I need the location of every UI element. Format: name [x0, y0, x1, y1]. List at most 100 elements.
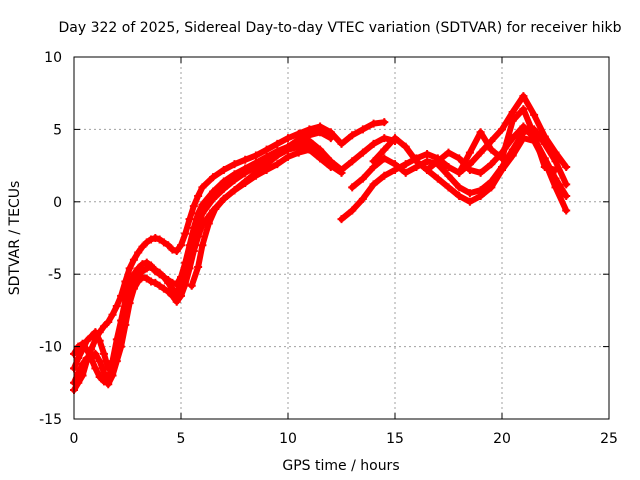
data-point — [369, 139, 378, 148]
data-point — [112, 357, 121, 366]
data-point — [455, 154, 464, 163]
data-point — [423, 165, 432, 174]
data-point — [125, 299, 134, 308]
data-point — [112, 302, 121, 311]
data-point — [155, 268, 164, 277]
data-point — [562, 192, 571, 201]
data-point — [177, 241, 185, 250]
data-point — [147, 235, 156, 244]
data-point — [241, 168, 250, 177]
data-point — [74, 354, 83, 363]
data-point — [305, 131, 314, 140]
data-point — [181, 280, 190, 289]
data-point — [380, 154, 389, 163]
data-point — [487, 160, 496, 169]
data-point — [134, 248, 143, 257]
x-tick-label: 5 — [177, 431, 186, 447]
data-point — [465, 197, 474, 206]
data-point — [185, 264, 194, 273]
data-point — [134, 277, 143, 286]
data-point — [476, 168, 485, 177]
data-point — [358, 174, 367, 183]
data-point — [91, 349, 100, 358]
data-point — [198, 200, 207, 209]
data-point — [358, 148, 367, 157]
data-point — [284, 152, 292, 161]
data-point — [147, 262, 156, 271]
data-point — [358, 125, 367, 134]
data-point — [294, 148, 303, 157]
x-tick-label: 10 — [279, 431, 297, 447]
data-point — [91, 364, 100, 373]
data-point — [159, 238, 168, 247]
data-point — [204, 219, 213, 228]
data-point — [147, 277, 156, 286]
data-point — [412, 157, 421, 166]
series-line — [456, 106, 559, 176]
data-point — [164, 287, 173, 296]
data-point — [326, 163, 335, 172]
data-point — [198, 183, 207, 192]
data-point — [230, 186, 239, 195]
y-tick-label: -5 — [48, 267, 62, 283]
data-point — [487, 183, 496, 192]
data-point — [391, 134, 399, 143]
data-point — [562, 163, 571, 172]
data-point — [138, 242, 147, 251]
data-point — [465, 165, 474, 174]
data-point — [423, 157, 432, 166]
data-point — [78, 339, 87, 348]
x-tick-label: 0 — [70, 431, 79, 447]
data-point — [369, 119, 378, 128]
data-point — [187, 281, 196, 290]
data-point — [209, 194, 218, 203]
data-point — [129, 284, 138, 293]
data-point — [189, 202, 198, 211]
data-point — [177, 291, 185, 300]
data-point — [540, 139, 549, 148]
data-point — [198, 209, 207, 218]
plot-frame — [73, 56, 610, 420]
data-point — [423, 150, 432, 159]
data-point — [380, 118, 389, 127]
data-point — [498, 165, 506, 174]
data-point — [219, 165, 228, 174]
data-point — [401, 160, 410, 169]
data-point — [164, 278, 173, 287]
data-point — [138, 273, 147, 282]
data-point — [455, 183, 464, 192]
data-point — [337, 168, 346, 177]
data-point — [401, 168, 410, 177]
y-tick-label: -15 — [39, 412, 62, 428]
data-point — [82, 336, 91, 345]
data-point — [129, 255, 138, 264]
data-point — [219, 194, 228, 203]
data-point — [104, 317, 113, 326]
data-point — [519, 105, 528, 114]
data-point — [508, 151, 517, 160]
data-point — [273, 139, 282, 148]
x-axis-label: GPS time / hours — [282, 458, 399, 474]
data-point — [168, 291, 177, 300]
data-point — [87, 351, 96, 360]
data-point — [241, 177, 250, 186]
data-point — [476, 148, 485, 157]
y-tick-label: 5 — [53, 122, 62, 138]
data-point — [108, 371, 117, 380]
data-point — [99, 349, 108, 358]
data-point — [540, 163, 549, 172]
data-point — [151, 278, 160, 287]
data-point — [487, 145, 496, 154]
data-point — [476, 128, 485, 137]
data-point — [91, 328, 100, 337]
data-point — [551, 165, 560, 174]
data-point — [519, 122, 528, 131]
data-point — [444, 148, 453, 157]
data-point — [134, 270, 143, 279]
data-point — [172, 297, 181, 306]
data-point — [401, 142, 410, 151]
data-point — [337, 139, 346, 148]
data-point — [155, 235, 164, 244]
series-line — [188, 129, 334, 289]
data-point — [358, 194, 367, 203]
